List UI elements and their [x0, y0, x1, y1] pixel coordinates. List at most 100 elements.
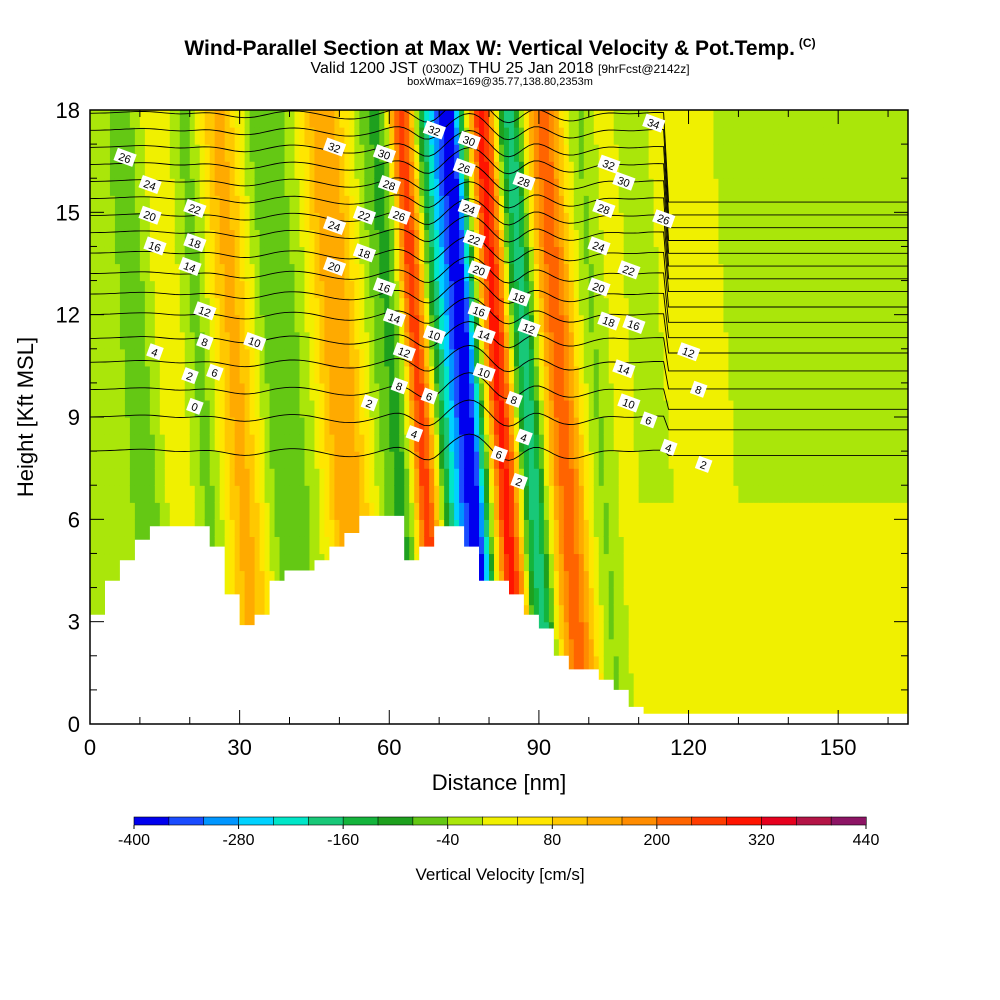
velocity-cell: [479, 451, 485, 469]
velocity-cell: [753, 144, 759, 162]
velocity-cell: [528, 212, 535, 230]
velocity-cell: [568, 451, 575, 469]
velocity-cell: [508, 519, 515, 537]
velocity-cell: [164, 365, 171, 384]
velocity-cell: [259, 553, 266, 572]
velocity-cell: [209, 348, 216, 367]
velocity-cell: [638, 280, 645, 299]
velocity-cell: [593, 485, 600, 503]
velocity-cell: [354, 314, 360, 333]
velocity-cell: [169, 331, 176, 350]
velocity-cell: [464, 417, 470, 435]
velocity-cell: [199, 434, 206, 452]
velocity-cell: [503, 570, 510, 589]
velocity-cell: [269, 246, 276, 265]
velocity-cell: [538, 553, 545, 572]
velocity-cell: [653, 144, 660, 162]
velocity-cell: [284, 110, 291, 128]
velocity-cell: [239, 570, 246, 589]
velocity-cell: [249, 212, 256, 230]
velocity-cell: [643, 212, 650, 230]
velocity-cell: [329, 314, 335, 333]
velocity-cell: [294, 451, 301, 469]
velocity-cell: [139, 451, 146, 469]
velocity-cell: [623, 451, 630, 469]
velocity-cell: [219, 519, 226, 537]
velocity-cell: [608, 468, 615, 486]
velocity-cell: [109, 314, 116, 333]
velocity-cell: [119, 314, 126, 333]
subtitle-valid: Valid 1200 JST: [310, 60, 418, 77]
velocity-cell: [229, 536, 236, 555]
velocity-cell: [459, 297, 465, 316]
velocity-cell: [389, 212, 395, 230]
velocity-cell: [104, 297, 111, 316]
velocity-cell: [658, 127, 665, 145]
velocity-cell: [309, 451, 316, 469]
velocity-cell: [708, 655, 715, 674]
velocity-cell: [374, 297, 380, 316]
velocity-cell: [304, 365, 311, 384]
velocity-cell: [773, 689, 779, 708]
velocity-cell: [743, 536, 749, 555]
velocity-cell: [224, 468, 231, 486]
velocity-cell: [229, 519, 236, 537]
velocity-cell: [733, 178, 740, 196]
velocity-cell: [593, 161, 600, 179]
velocity-cell: [633, 672, 640, 691]
velocity-cell: [748, 297, 754, 316]
velocity-cell: [239, 195, 246, 213]
velocity-cell: [753, 110, 759, 128]
velocity-cell: [763, 314, 769, 333]
velocity-cell: [489, 110, 495, 128]
velocity-cell: [499, 502, 505, 520]
velocity-cell: [608, 297, 615, 316]
velocity-cell: [104, 263, 111, 282]
velocity-cell: [124, 502, 131, 520]
velocity-cell: [229, 434, 236, 452]
velocity-cell: [733, 519, 740, 537]
velocity-cell: [738, 553, 744, 572]
velocity-cell: [773, 672, 779, 691]
velocity-cell: [693, 519, 700, 537]
velocity-cell: [658, 536, 665, 555]
velocity-cell: [733, 348, 740, 367]
velocity-cell: [399, 434, 405, 452]
velocity-cell: [583, 178, 590, 196]
velocity-cell: [623, 570, 630, 589]
velocity-cell: [733, 502, 740, 520]
velocity-cell: [563, 212, 570, 230]
velocity-cell: [284, 365, 291, 384]
velocity-cell: [673, 382, 680, 401]
velocity-cell: [409, 144, 415, 162]
velocity-cell: [224, 178, 231, 196]
velocity-cell: [119, 399, 126, 418]
velocity-cell: [713, 655, 720, 674]
velocity-cell: [583, 161, 590, 179]
velocity-cell: [603, 570, 610, 589]
velocity-cell: [718, 246, 725, 265]
velocity-cell: [439, 365, 445, 384]
velocity-cell: [154, 229, 161, 248]
velocity-cell: [494, 280, 500, 299]
velocity-cell: [484, 127, 490, 145]
velocity-cell: [673, 502, 680, 520]
velocity-cell: [733, 553, 740, 572]
velocity-cell: [523, 570, 530, 589]
velocity-cell: [658, 365, 665, 384]
velocity-cell: [394, 451, 400, 469]
velocity-cell: [294, 519, 301, 537]
velocity-cell: [698, 638, 705, 657]
velocity-cell: [508, 229, 515, 248]
velocity-cell: [603, 485, 610, 503]
velocity-cell: [469, 280, 475, 299]
velocity-cell: [204, 417, 211, 435]
velocity-cell: [518, 280, 525, 299]
velocity-cell: [673, 263, 680, 282]
velocity-cell: [573, 536, 580, 555]
velocity-cell: [219, 365, 226, 384]
velocity-cell: [778, 399, 784, 418]
velocity-cell: [239, 604, 246, 623]
velocity-cell: [354, 297, 360, 316]
velocity-cell: [653, 587, 660, 606]
